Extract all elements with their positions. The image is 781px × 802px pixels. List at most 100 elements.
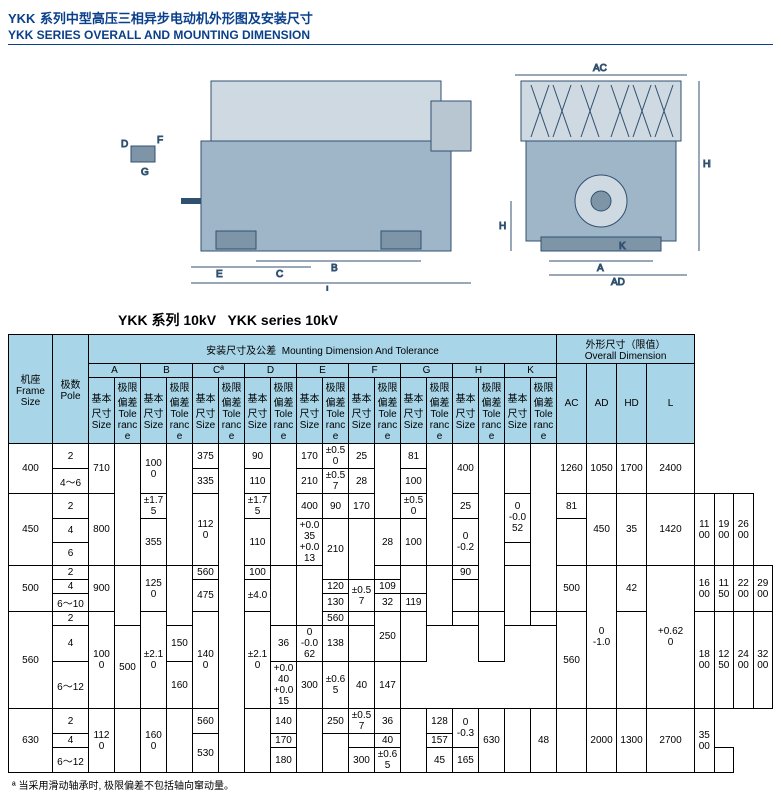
cell: 400 xyxy=(453,444,479,494)
hdr-size: 基本尺寸Size xyxy=(193,378,219,444)
cell: 4～6 xyxy=(53,469,89,494)
cell xyxy=(349,519,375,580)
cell: 300 xyxy=(297,662,323,709)
hdr-size: 基本尺寸Size xyxy=(141,378,167,444)
cell: 2600 xyxy=(734,494,753,566)
dimension-table: 机座 Frame Size 极数 Pole 安装尺寸及公差 Mounting D… xyxy=(8,334,773,773)
cell: ±1.75 xyxy=(141,494,167,519)
cell: 1250 xyxy=(141,566,167,612)
cell: 138 xyxy=(323,626,349,662)
hdr-tol: 极限偏差Tolerance xyxy=(167,378,193,444)
cell: 1420 xyxy=(647,494,695,566)
cell: 400 xyxy=(9,444,53,494)
table-subtitle: YKK 系列 10kV YKK series 10kV xyxy=(118,310,773,330)
cell: 500 xyxy=(557,566,587,612)
cell: 560 xyxy=(9,612,53,709)
cell xyxy=(167,444,193,566)
hdr-size: 基本尺寸Size xyxy=(401,378,427,444)
cell: 6 xyxy=(53,542,89,566)
cell: 48 xyxy=(531,709,557,773)
cell: 1260 xyxy=(557,444,587,494)
hdr-size: 基本尺寸Size xyxy=(89,378,115,444)
cell: 28 xyxy=(375,519,401,566)
cell: 1000 xyxy=(89,612,115,709)
cell: 2000 xyxy=(587,709,617,773)
cell: 36 xyxy=(271,626,297,662)
cell xyxy=(375,444,401,519)
cell: 1300 xyxy=(617,709,647,773)
hdr-size: 基本尺寸Size xyxy=(245,378,271,444)
hdr-H: H xyxy=(453,364,505,378)
cell: 2400 xyxy=(647,444,695,494)
cell: 1120 xyxy=(89,709,115,773)
cell: ±0.57 xyxy=(323,469,349,494)
cell: 300 xyxy=(349,748,375,773)
svg-text:F: F xyxy=(157,135,163,146)
hdr-size: 基本尺寸Size xyxy=(297,378,323,444)
footnote: ª 当采用滑动轴承时, 极限偏差不包括轴向窜动量。 xyxy=(8,775,773,794)
hdr-tol: 极限偏差Tolerance xyxy=(479,378,505,444)
cell: 1000 xyxy=(141,444,167,494)
cell: 355 xyxy=(141,519,167,566)
cell xyxy=(427,444,453,566)
hdr-tol: 极限偏差Tolerance xyxy=(531,378,557,444)
cell xyxy=(271,444,297,566)
cell xyxy=(167,709,193,773)
hdr-overall: 外形尺寸（限值） Overall Dimension xyxy=(557,335,695,364)
cell xyxy=(531,444,557,612)
cell: 0 -0.2 xyxy=(453,519,479,566)
cell: ±2.10 xyxy=(245,612,271,709)
cell: 157 xyxy=(427,734,453,748)
cell: 130 xyxy=(323,594,349,612)
cell: 147 xyxy=(375,662,401,709)
table-body: 4002710100037590170±0.502581400126010501… xyxy=(9,444,773,773)
cell: 100 xyxy=(401,469,427,494)
cell: 109 xyxy=(375,580,401,594)
cell: 1600 xyxy=(695,566,714,612)
title-en: YKK SERIES OVERALL AND MOUNTING DIMENSIO… xyxy=(8,28,773,45)
cell: 2 xyxy=(53,566,89,580)
svg-text:AD: AD xyxy=(611,277,625,288)
cell: 250 xyxy=(323,709,349,734)
cell: 165 xyxy=(453,748,479,773)
svg-text:K: K xyxy=(619,241,626,252)
cell: 400 xyxy=(297,494,323,519)
svg-text:AC: AC xyxy=(593,63,607,74)
cell: 335 xyxy=(193,469,219,494)
hdr-tol: 极限偏差Tolerance xyxy=(375,378,401,444)
cell: 0 -0.052 xyxy=(505,494,531,543)
svg-text:L: L xyxy=(326,285,332,291)
cell xyxy=(323,734,349,773)
cell: 630 xyxy=(479,709,505,773)
hdr-L: L xyxy=(647,364,695,444)
hdr-size: 基本尺寸Size xyxy=(349,378,375,444)
cell xyxy=(401,612,427,662)
cell: 25 xyxy=(453,494,479,519)
hdr-mounting: 安装尺寸及公差 Mounting Dimension And Tolerance xyxy=(89,335,557,364)
cell: 40 xyxy=(375,734,401,748)
cell: +0.62 0 xyxy=(647,566,695,709)
cell: 500 xyxy=(115,626,141,709)
cell: 3500 xyxy=(695,709,714,773)
cell: 170 xyxy=(271,734,297,748)
cell: ±0.57 xyxy=(349,580,375,612)
cell: 2 xyxy=(53,494,89,519)
hdr-B: B xyxy=(141,364,193,378)
title-cn: 系列中型高压三相异步电动机外形图及安装尺寸 xyxy=(40,11,313,26)
cell: ±0.57 xyxy=(349,709,375,734)
cell: 1100 xyxy=(695,494,714,566)
cell xyxy=(115,444,141,566)
hdr-D: D xyxy=(245,364,297,378)
cell xyxy=(505,709,531,773)
hdr-tol: 极限偏差Tolerance xyxy=(323,378,349,444)
cell: 900 xyxy=(89,566,115,612)
hdr-AD: AD xyxy=(587,364,617,444)
cell xyxy=(245,709,271,773)
table-header: 机座 Frame Size 极数 Pole 安装尺寸及公差 Mounting D… xyxy=(9,335,773,444)
cell: 250 xyxy=(375,612,401,662)
cell: 119 xyxy=(401,594,427,612)
cell: 4 xyxy=(53,734,89,748)
hdr-tol: 极限偏差Tolerance xyxy=(115,378,141,444)
cell: 1050 xyxy=(587,444,617,494)
hdr-A: A xyxy=(89,364,141,378)
